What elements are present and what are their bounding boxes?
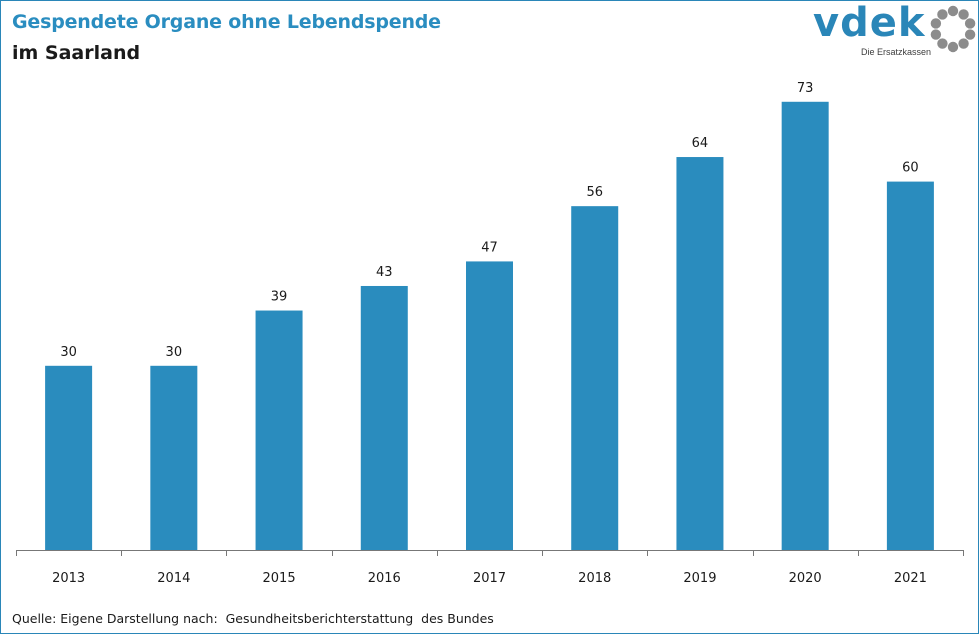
x-tick-label-2019: 2019	[683, 571, 716, 586]
logo-ring-dot	[964, 29, 976, 40]
data-label-2021: 60	[902, 161, 919, 176]
data-label-2016: 43	[376, 265, 393, 280]
bar-2019	[676, 157, 724, 551]
bar-chart: 30 2013 30 2014 39 2015 43 2016 47 2017 56 2018 64 20…	[16, 81, 964, 586]
x-tick-label-2015: 2015	[263, 571, 296, 586]
chart-subtitle: im Saarland	[12, 42, 141, 64]
bar-2014	[150, 365, 198, 550]
logo-ring-icon	[930, 5, 976, 53]
data-label-2013: 30	[60, 345, 77, 360]
logo-ring-dot	[964, 18, 976, 29]
data-label-2020: 73	[797, 81, 814, 96]
source-note: Quelle: Eigene Darstellung nach: Gesundh…	[12, 611, 494, 626]
logo-ring-dot	[947, 41, 959, 53]
logo-ring-dot	[958, 38, 969, 49]
data-label-2015: 39	[271, 290, 288, 305]
bar-2021	[886, 181, 934, 550]
logo-tagline: Die Ersatzkassen	[861, 47, 932, 57]
logo-ring-dot	[930, 29, 942, 40]
bar-2016	[360, 285, 408, 550]
chart-title: Gespendete Organe ohne Lebendspende	[12, 11, 441, 33]
logo-ring-dot	[958, 9, 969, 20]
logo-wordmark: vdek	[813, 0, 926, 46]
x-tick-label-2020: 2020	[789, 571, 822, 586]
logo-ring-dot	[947, 5, 959, 17]
vdek-logo: vdek Die Ersatzkassen	[813, 0, 978, 61]
data-label-2017: 47	[481, 240, 498, 255]
bar-2018	[571, 206, 619, 550]
bar-2020	[781, 101, 829, 550]
data-label-2018: 56	[586, 185, 603, 200]
x-tick-label-2021: 2021	[894, 571, 927, 586]
data-label-2014: 30	[166, 345, 183, 360]
logo-ring-dot	[937, 9, 948, 20]
x-tick-label-2013: 2013	[52, 571, 85, 586]
logo-ring-dot	[937, 38, 948, 49]
bar-2017	[466, 261, 513, 550]
x-tick-label-2017: 2017	[473, 571, 506, 586]
x-tick-label-2016: 2016	[368, 571, 401, 586]
bar-2015	[255, 310, 303, 550]
bar-2013	[45, 365, 93, 550]
x-tick-label-2018: 2018	[578, 571, 611, 586]
x-tick-label-2014: 2014	[157, 571, 190, 586]
logo-ring-dot	[930, 18, 942, 29]
data-label-2019: 64	[692, 136, 709, 151]
